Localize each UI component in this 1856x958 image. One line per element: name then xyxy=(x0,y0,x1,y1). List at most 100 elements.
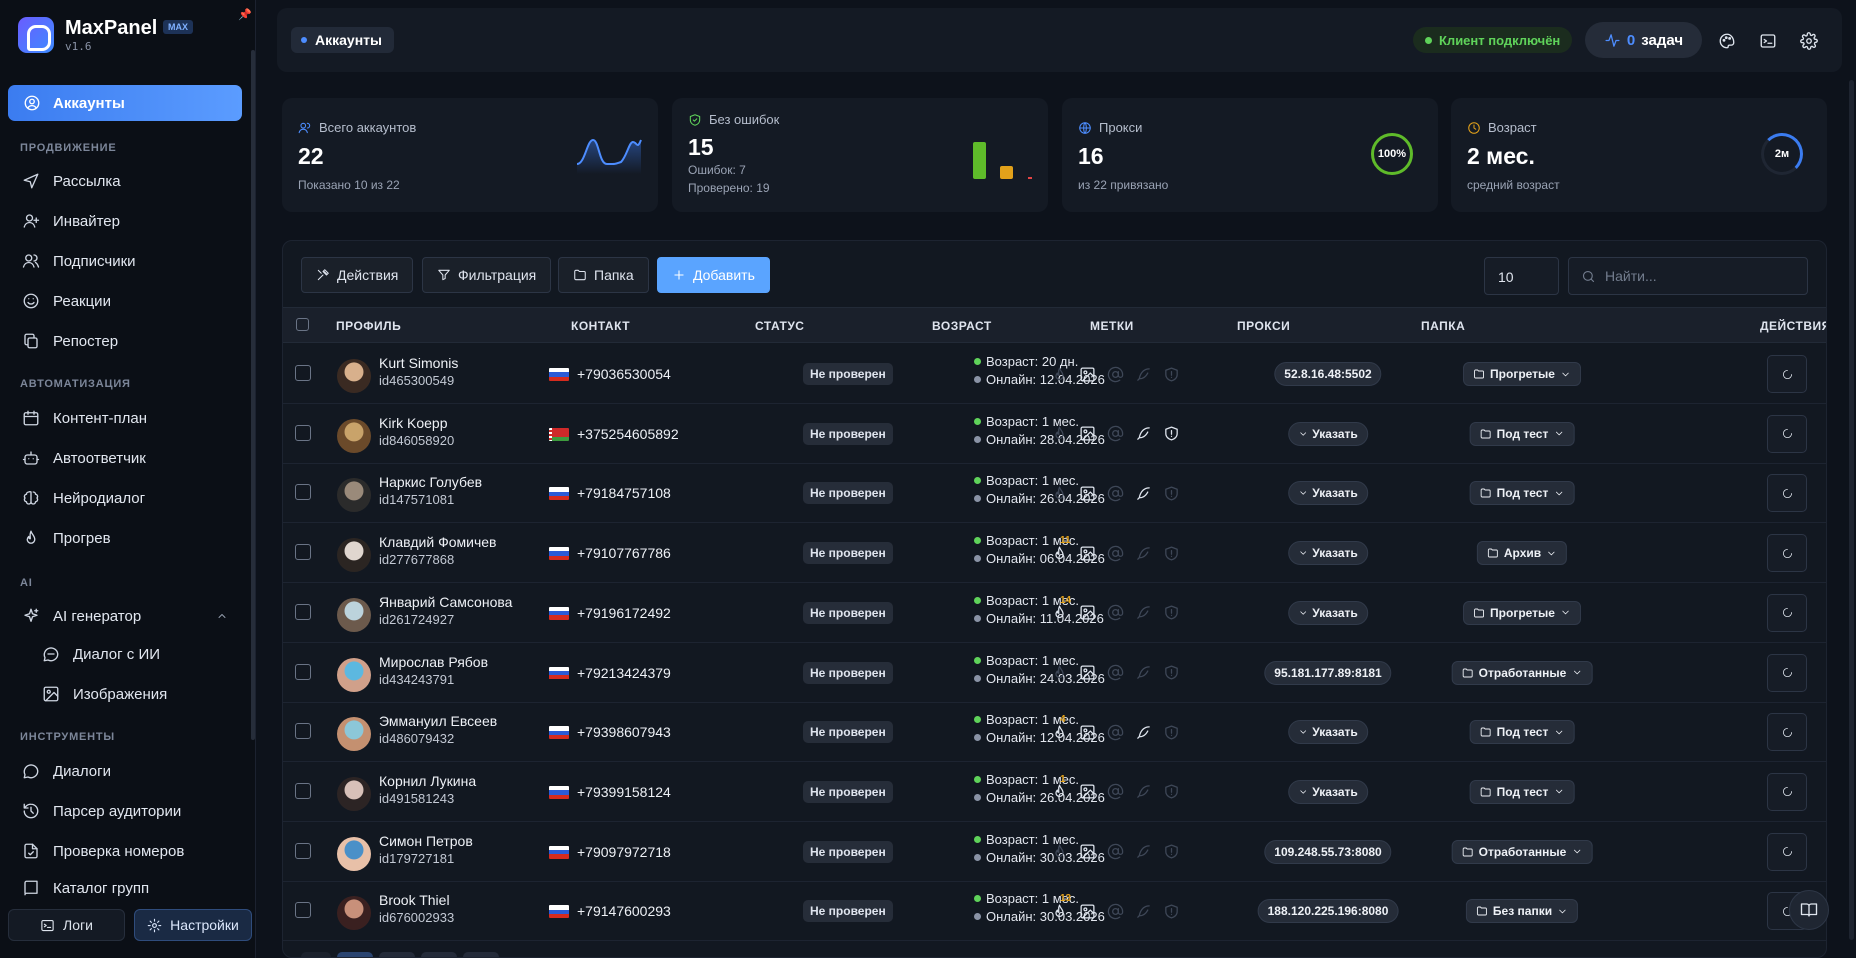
at-sign-icon[interactable] xyxy=(1104,423,1126,445)
sidebar-item-subscribers[interactable]: Подписчики xyxy=(22,249,136,273)
terminal-icon[interactable] xyxy=(1759,32,1777,50)
settings-button[interactable]: Настройки xyxy=(134,909,252,941)
feather-icon[interactable] xyxy=(1132,363,1154,385)
profile-name[interactable]: Brook Thiel xyxy=(379,892,450,909)
folder-select[interactable]: Под тест xyxy=(1469,779,1575,804)
select-all-checkbox[interactable] xyxy=(296,318,309,331)
sidebar-item-reactions[interactable]: Реакции xyxy=(22,289,111,313)
sidebar-item-neurodialog[interactable]: Нейродиалог xyxy=(22,486,145,510)
sidebar-item-content-plan[interactable]: Контент-план xyxy=(22,406,147,430)
proxy-badge[interactable]: 109.248.55.73:8080 xyxy=(1264,839,1392,864)
row-action-button[interactable] xyxy=(1767,832,1807,871)
proxy-badge[interactable]: 188.120.225.196:8080 xyxy=(1257,899,1399,924)
gear-icon[interactable] xyxy=(1800,32,1818,50)
filter-button[interactable]: Фильтрация xyxy=(422,257,552,293)
image-icon[interactable] xyxy=(1076,841,1098,863)
pagination-page[interactable] xyxy=(421,952,457,957)
feather-icon[interactable] xyxy=(1132,662,1154,684)
shield-alert-icon[interactable] xyxy=(1160,900,1182,922)
flame-icon[interactable] xyxy=(1048,423,1070,445)
docs-book-button[interactable] xyxy=(1789,890,1829,930)
shield-alert-icon[interactable] xyxy=(1160,781,1182,803)
image-icon[interactable] xyxy=(1076,602,1098,624)
sidebar-item-parser[interactable]: Парсер аудитории xyxy=(22,799,181,823)
sidebar-item-mailing[interactable]: Рассылка xyxy=(22,169,121,193)
row-action-button[interactable] xyxy=(1767,474,1807,513)
row-checkbox[interactable] xyxy=(295,663,311,680)
sidebar-scrollbar[interactable] xyxy=(251,50,255,740)
pagination-page[interactable] xyxy=(379,952,415,957)
shield-alert-icon[interactable] xyxy=(1160,662,1182,684)
row-checkbox[interactable] xyxy=(295,484,311,501)
folder-select[interactable]: Прогретые xyxy=(1463,600,1581,625)
row-action-button[interactable] xyxy=(1767,653,1807,692)
folder-button[interactable]: Папка xyxy=(558,257,649,293)
flame-icon[interactable]: 1 xyxy=(1048,774,1070,803)
feather-icon[interactable] xyxy=(1132,602,1154,624)
folder-select[interactable]: Под тест xyxy=(1469,421,1575,446)
chevron-up-icon[interactable] xyxy=(216,610,228,622)
flame-icon[interactable]: 11 xyxy=(1048,535,1071,564)
feather-icon[interactable] xyxy=(1132,900,1154,922)
sidebar-item-warmup[interactable]: Прогрев xyxy=(22,526,111,550)
image-icon[interactable] xyxy=(1076,781,1098,803)
page-size-input[interactable]: 10 xyxy=(1484,257,1559,295)
at-sign-icon[interactable] xyxy=(1104,542,1126,564)
actions-button[interactable]: Действия xyxy=(301,257,414,293)
sidebar-item-accounts[interactable]: Аккаунты xyxy=(8,85,242,121)
image-icon[interactable] xyxy=(1076,900,1098,922)
proxy-badge[interactable]: 95.181.177.89:8181 xyxy=(1264,660,1392,685)
folder-select[interactable]: Без папки xyxy=(1465,899,1579,924)
feather-icon[interactable] xyxy=(1132,841,1154,863)
at-sign-icon[interactable] xyxy=(1104,602,1126,624)
pagination-page[interactable] xyxy=(337,952,373,957)
profile-name[interactable]: Эммануил Евсеев xyxy=(379,713,498,730)
feather-icon[interactable] xyxy=(1132,721,1154,743)
sidebar-item-ai-dialog[interactable]: Диалог с ИИ xyxy=(42,642,160,666)
sidebar-item-ai-generator[interactable]: AI генератор xyxy=(22,604,141,628)
profile-name[interactable]: Наркис Голубев xyxy=(379,474,483,491)
image-icon[interactable] xyxy=(1076,482,1098,504)
image-icon[interactable] xyxy=(1076,542,1098,564)
set-proxy-button[interactable]: Указать xyxy=(1288,720,1368,745)
image-icon[interactable] xyxy=(1076,721,1098,743)
row-checkbox[interactable] xyxy=(295,723,311,740)
row-checkbox[interactable] xyxy=(295,424,311,441)
flame-icon[interactable] xyxy=(1048,662,1070,684)
set-proxy-button[interactable]: Указать xyxy=(1288,600,1368,625)
row-action-button[interactable] xyxy=(1767,713,1807,752)
flame-icon[interactable] xyxy=(1048,841,1070,863)
image-icon[interactable] xyxy=(1076,423,1098,445)
page-scrollbar[interactable] xyxy=(1849,80,1854,940)
sidebar-item-number-check[interactable]: Проверка номеров xyxy=(22,839,184,863)
at-sign-icon[interactable] xyxy=(1104,363,1126,385)
sidebar-item-reposter[interactable]: Репостер xyxy=(22,329,118,353)
folder-select[interactable]: Под тест xyxy=(1469,720,1575,745)
image-icon[interactable] xyxy=(1076,662,1098,684)
row-checkbox[interactable] xyxy=(295,544,311,561)
sidebar-item-autoresponder[interactable]: Автоответчик xyxy=(22,446,146,470)
set-proxy-button[interactable]: Указать xyxy=(1288,541,1368,566)
sidebar-item-dialogs[interactable]: Диалоги xyxy=(22,759,111,783)
profile-name[interactable]: Корнил Лукина xyxy=(379,772,477,789)
profile-name[interactable]: Клавдий Фомичев xyxy=(379,534,497,551)
shield-alert-icon[interactable] xyxy=(1160,542,1182,564)
folder-select[interactable]: Архив xyxy=(1476,541,1568,566)
folder-select[interactable]: Отработанные xyxy=(1451,660,1593,685)
flame-icon[interactable]: 14 xyxy=(1048,595,1071,624)
row-action-button[interactable] xyxy=(1767,355,1807,393)
feather-icon[interactable] xyxy=(1132,542,1154,564)
logs-button[interactable]: Логи xyxy=(8,909,125,941)
feather-icon[interactable] xyxy=(1132,423,1154,445)
shield-alert-icon[interactable] xyxy=(1160,602,1182,624)
profile-name[interactable]: Kirk Koepp xyxy=(379,414,448,431)
set-proxy-button[interactable]: Указать xyxy=(1288,481,1368,506)
profile-name[interactable]: Мирослав Рябов xyxy=(379,653,489,670)
add-account-button[interactable]: Добавить xyxy=(657,257,770,293)
pin-icon[interactable]: 📌 xyxy=(238,9,252,21)
row-checkbox[interactable] xyxy=(295,365,311,381)
folder-select[interactable]: Под тест xyxy=(1469,481,1575,506)
row-action-button[interactable] xyxy=(1767,414,1807,453)
sidebar-item-inviter[interactable]: Инвайтер xyxy=(22,209,120,233)
folder-select[interactable]: Отработанные xyxy=(1451,839,1593,864)
